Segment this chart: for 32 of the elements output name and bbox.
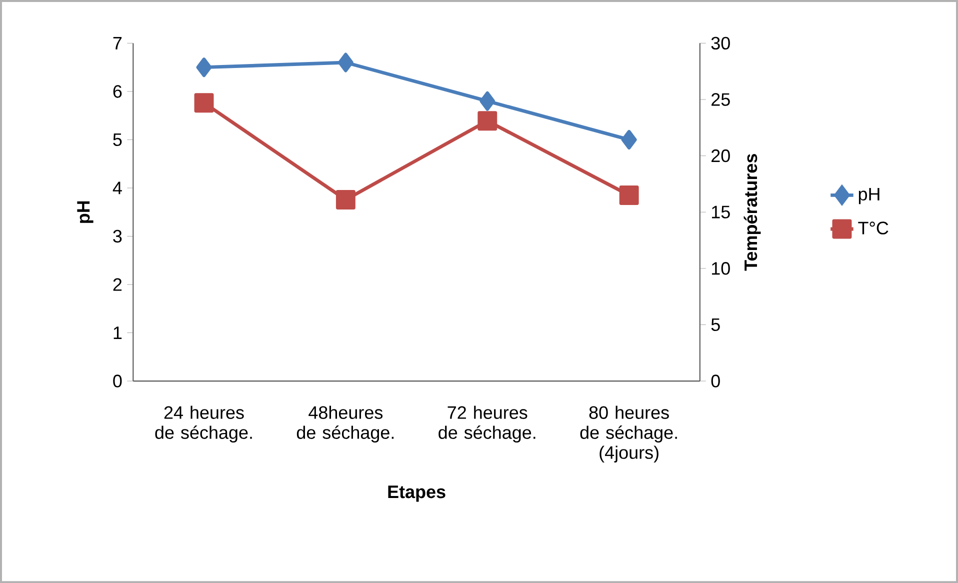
- x-tick-label: 72 heures de séchage.: [438, 406, 536, 442]
- y-axis-title: pH: [77, 201, 94, 223]
- legend-label: T°C: [858, 222, 888, 234]
- point: [194, 93, 214, 113]
- x-tick-label: 80 heures de séchage. (4jours): [580, 406, 677, 462]
- y-tick-label: 5: [113, 133, 122, 146]
- legend-label: pH: [858, 188, 880, 204]
- point: [478, 111, 498, 131]
- y2-tick-label: 30: [711, 36, 730, 50]
- point: [336, 190, 356, 210]
- point: [196, 58, 212, 77]
- point: [480, 91, 496, 111]
- y-tick-label: 4: [112, 182, 122, 194]
- y-tick-label: 1: [114, 326, 122, 339]
- point: [621, 130, 637, 150]
- y2-tick-label: 10: [712, 262, 730, 275]
- y-tick-label: 3: [113, 230, 122, 243]
- y2-tick-label: 5: [711, 318, 720, 331]
- point: [338, 52, 354, 72]
- y-tick-label: 0: [113, 374, 122, 388]
- y-tick-label: 6: [113, 85, 122, 98]
- y-tick-label: 2: [113, 278, 122, 291]
- y2-axis-title: Températures: [744, 154, 761, 271]
- y2-tick-label: 15: [712, 206, 730, 218]
- y2-tick-label: 25: [712, 93, 730, 106]
- x-tick-label: 48heures de séchage.: [296, 406, 394, 442]
- x-tick-label: 24 heures de séchage.: [155, 406, 252, 442]
- y2-tick-label: 20: [712, 149, 730, 162]
- point: [619, 185, 639, 205]
- x-axis-title: Etapes: [388, 486, 446, 502]
- y2-tick-label: 0: [711, 374, 720, 388]
- y-tick-label: 7: [113, 36, 122, 50]
